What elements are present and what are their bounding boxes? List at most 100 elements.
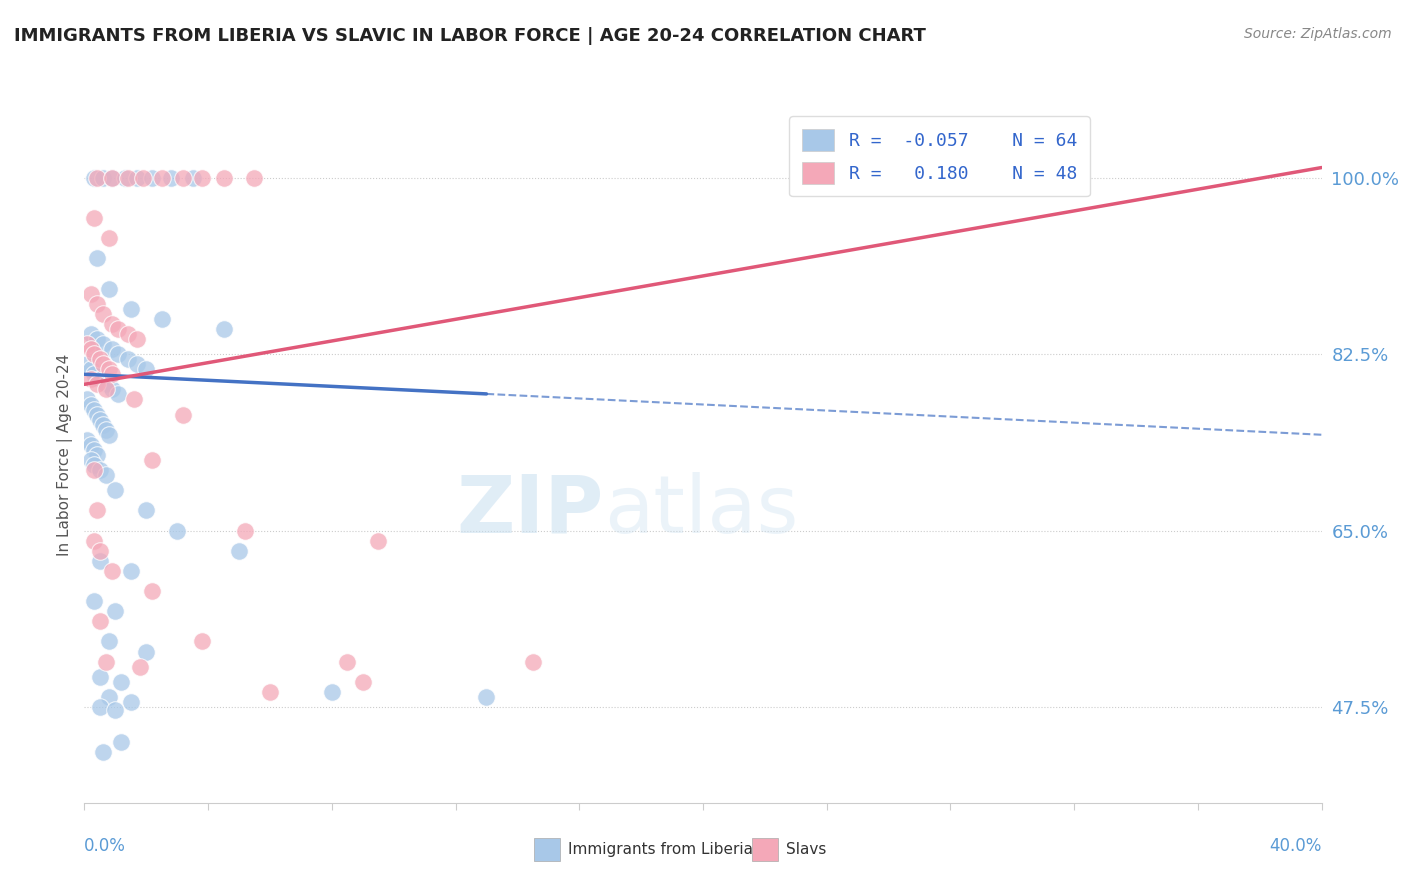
Point (83, 458, 105, 472)
Y-axis label: In Labor Force | Age 20-24: In Labor Force | Age 20-24 (58, 354, 73, 556)
Point (101, 317, 124, 331)
Point (89, 543, 111, 558)
Text: Immigrants from Liberia: Immigrants from Liberia (568, 842, 754, 856)
Point (117, 170, 139, 185)
Point (522, 655, 544, 669)
Point (228, 543, 250, 558)
Point (89, 615, 111, 629)
Point (83, 442, 105, 457)
Point (141, 170, 163, 185)
Text: Source: ZipAtlas.com: Source: ZipAtlas.com (1244, 27, 1392, 41)
Point (86, 448, 108, 462)
Point (94, 383, 117, 397)
Point (122, 392, 145, 407)
Point (117, 326, 139, 341)
Point (83, 533, 105, 548)
Point (79, 342, 101, 356)
Point (160, 170, 183, 185)
Point (76, 392, 98, 407)
Point (120, 301, 142, 316)
Point (101, 564, 124, 578)
Point (104, 483, 127, 498)
Point (98, 634, 121, 648)
Point (150, 311, 173, 326)
Point (125, 170, 148, 185)
Point (86, 503, 108, 517)
Point (166, 524, 188, 538)
Point (110, 674, 132, 689)
Point (91, 170, 114, 185)
Point (94, 423, 117, 437)
Point (98, 427, 121, 442)
Point (94, 468, 117, 483)
Point (83, 402, 105, 417)
Point (89, 412, 111, 426)
Point (89, 352, 111, 367)
Point (83, 368, 105, 382)
Point (94, 377, 117, 392)
Point (91, 307, 114, 321)
Text: Slavs: Slavs (786, 842, 827, 856)
Point (79, 453, 101, 467)
Point (76, 357, 98, 371)
Point (79, 438, 101, 452)
Point (79, 372, 101, 386)
Text: 40.0%: 40.0% (1270, 837, 1322, 855)
Point (321, 685, 343, 699)
Point (135, 644, 157, 658)
Point (89, 700, 111, 714)
Point (107, 322, 129, 336)
Point (91, 357, 114, 371)
Legend: R =  -0.057    N = 64, R =   0.180    N = 48: R = -0.057 N = 64, R = 0.180 N = 48 (789, 116, 1090, 196)
Point (89, 463, 111, 477)
Text: ZIP: ZIP (457, 472, 605, 549)
Point (110, 735, 132, 749)
Point (89, 372, 111, 386)
Point (104, 604, 127, 618)
Point (172, 408, 194, 422)
Text: IMMIGRANTS FROM LIBERIA VS SLAVIC IN LABOR FORCE | AGE 20-24 CORRELATION CHART: IMMIGRANTS FROM LIBERIA VS SLAVIC IN LAB… (14, 27, 927, 45)
Point (172, 170, 194, 185)
Point (83, 211, 105, 225)
Text: 0.0%: 0.0% (84, 837, 127, 855)
Point (94, 655, 117, 669)
Point (212, 170, 235, 185)
Point (125, 332, 148, 346)
Point (120, 564, 142, 578)
Point (98, 281, 121, 295)
Point (89, 554, 111, 568)
Point (815, 170, 838, 185)
Point (91, 745, 114, 759)
Point (83, 594, 105, 608)
Point (191, 170, 214, 185)
Point (98, 690, 121, 704)
Point (83, 463, 105, 477)
Point (86, 296, 108, 310)
Point (233, 524, 256, 538)
Point (83, 170, 105, 185)
Point (101, 170, 124, 185)
Point (101, 383, 124, 397)
Point (132, 170, 155, 185)
Point (135, 503, 157, 517)
Point (114, 170, 136, 185)
Point (150, 170, 173, 185)
Point (191, 634, 214, 648)
Point (117, 352, 139, 367)
Point (79, 326, 101, 341)
Point (135, 362, 157, 376)
Point (86, 408, 108, 422)
Point (101, 368, 124, 382)
Point (101, 342, 124, 356)
Point (86, 252, 108, 266)
Point (107, 347, 129, 361)
Point (98, 362, 121, 376)
Point (243, 170, 266, 185)
Point (86, 377, 108, 392)
Point (367, 533, 389, 548)
Point (125, 357, 148, 371)
Point (89, 670, 111, 684)
Point (352, 674, 374, 689)
Point (83, 347, 105, 361)
Point (212, 322, 235, 336)
